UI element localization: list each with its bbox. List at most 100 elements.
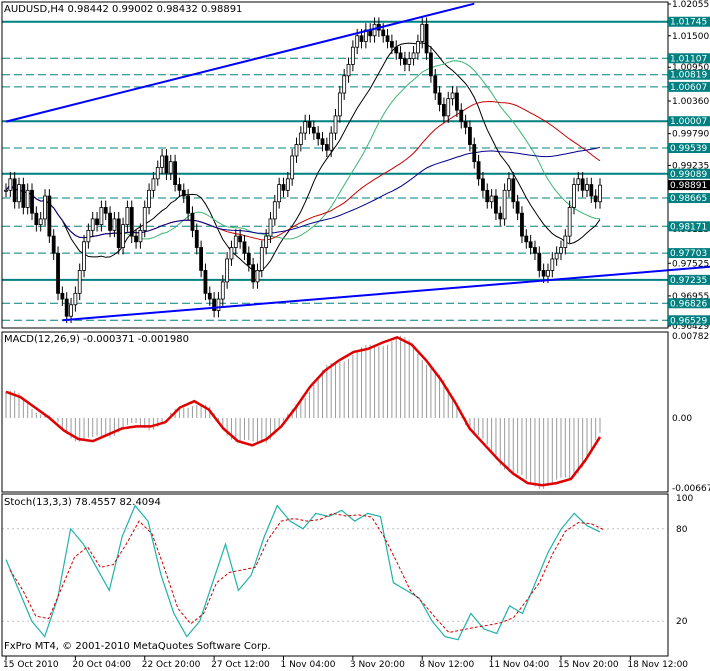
candle-body — [216, 298, 221, 311]
candle-body — [212, 298, 217, 311]
level-tag — [668, 315, 710, 326]
candle-body — [246, 252, 251, 266]
candle-body — [285, 178, 290, 191]
candle-body — [108, 212, 112, 231]
candle-body — [151, 178, 156, 191]
candle-body — [64, 298, 69, 317]
macd-tick-label: 0.00782 — [672, 332, 709, 342]
candle-body — [337, 92, 342, 117]
candle-body — [73, 292, 78, 306]
candle-body — [442, 104, 446, 117]
candle-body — [181, 189, 186, 197]
level-tag — [668, 193, 710, 204]
candle-body — [437, 92, 442, 105]
candle-body — [415, 41, 420, 54]
candle-body — [468, 126, 472, 145]
candle-body — [199, 247, 204, 271]
time-tick-label: 15 Nov 20:00 — [558, 660, 619, 670]
candle-body — [294, 144, 299, 157]
time-tick-label: 20 Oct 04:00 — [72, 660, 131, 670]
candle-body — [320, 138, 325, 145]
candle-body — [450, 92, 455, 100]
candle-body — [541, 270, 546, 277]
macd-tick-label: 0.00 — [672, 414, 692, 424]
candle-body — [290, 155, 295, 180]
candle-body — [528, 241, 533, 248]
candle-body — [8, 178, 13, 191]
candle-body — [95, 218, 99, 226]
candle-body — [307, 121, 312, 128]
candle-body — [4, 189, 8, 192]
moving-average-line — [5, 42, 601, 273]
candle-body — [411, 52, 416, 60]
candle-body — [515, 201, 520, 214]
level-tag-label: 0.99539 — [670, 144, 707, 154]
candle-body — [598, 184, 602, 203]
candle-body — [203, 270, 208, 294]
level-tag — [668, 53, 710, 64]
level-tag — [668, 69, 710, 80]
level-tag-label: 0.99089 — [670, 170, 707, 180]
level-tag-label: 0.97235 — [670, 276, 707, 286]
level-tag-label: 0.98171 — [670, 222, 707, 232]
candle-body — [160, 155, 164, 168]
candle-body — [77, 270, 82, 294]
price-tick-label: 0.96429 — [672, 322, 709, 332]
candle-body — [572, 184, 576, 208]
candle-body — [355, 35, 360, 48]
stoch-tick-label: 20 — [676, 617, 688, 627]
level-tag-label: 0.97703 — [670, 249, 707, 259]
candle-body — [99, 207, 104, 226]
time-tick-label: 1 Nov 04:00 — [280, 660, 335, 670]
price-tick-label: 1.02055 — [672, 0, 709, 10]
copyright-text: FxPro MT4, © 2001-2010 MetaQuotes Softwa… — [4, 641, 271, 652]
candle-body — [455, 92, 459, 111]
candle-body — [424, 23, 429, 54]
candle-body — [476, 161, 481, 180]
candle-body — [69, 304, 73, 317]
stoch-title: Stoch(13,3,3) 78.4557 82.4094 — [4, 497, 161, 508]
candle-body — [103, 207, 108, 214]
price-tick-label: 1.01500 — [672, 32, 709, 42]
candle-body — [420, 23, 425, 42]
candle-body — [168, 161, 173, 174]
candle-body — [385, 35, 390, 42]
candle-body — [129, 207, 134, 237]
candle-body — [593, 195, 598, 203]
candle-body — [90, 218, 95, 231]
candle-body — [511, 178, 516, 203]
candle-body — [446, 98, 451, 117]
level-tag-label: 0.96826 — [670, 299, 707, 309]
candle-body — [524, 235, 529, 243]
candle-body — [25, 189, 30, 208]
candle-body — [116, 218, 121, 248]
candle-body — [494, 195, 498, 214]
candle-body — [112, 218, 117, 231]
candle-body — [190, 212, 195, 231]
candle-body — [51, 235, 56, 254]
candle-body — [459, 109, 464, 123]
level-tag — [668, 143, 710, 154]
candle-body — [125, 207, 130, 226]
candle-body — [207, 292, 212, 300]
level-tag — [668, 248, 710, 259]
candle-body — [194, 229, 199, 248]
candle-body — [350, 46, 355, 65]
stoch-signal-line — [9, 512, 605, 634]
level-tag-label: 1.00819 — [670, 71, 707, 81]
candle-body — [576, 178, 581, 185]
candle-body — [281, 184, 286, 191]
level-tag — [668, 298, 710, 309]
candle-body — [316, 132, 321, 140]
stoch-panel — [2, 504, 668, 641]
level-tag — [668, 274, 710, 285]
candle-body — [220, 281, 225, 300]
price-tick-label: 0.96955 — [672, 292, 709, 302]
current-price-tag — [668, 180, 710, 191]
candle-body — [559, 247, 563, 254]
candle-body — [47, 195, 52, 237]
candle-body — [277, 184, 282, 203]
macd-tick-label: -0.00667 — [672, 484, 710, 494]
candle-body — [520, 212, 524, 237]
candle-body — [56, 252, 60, 294]
